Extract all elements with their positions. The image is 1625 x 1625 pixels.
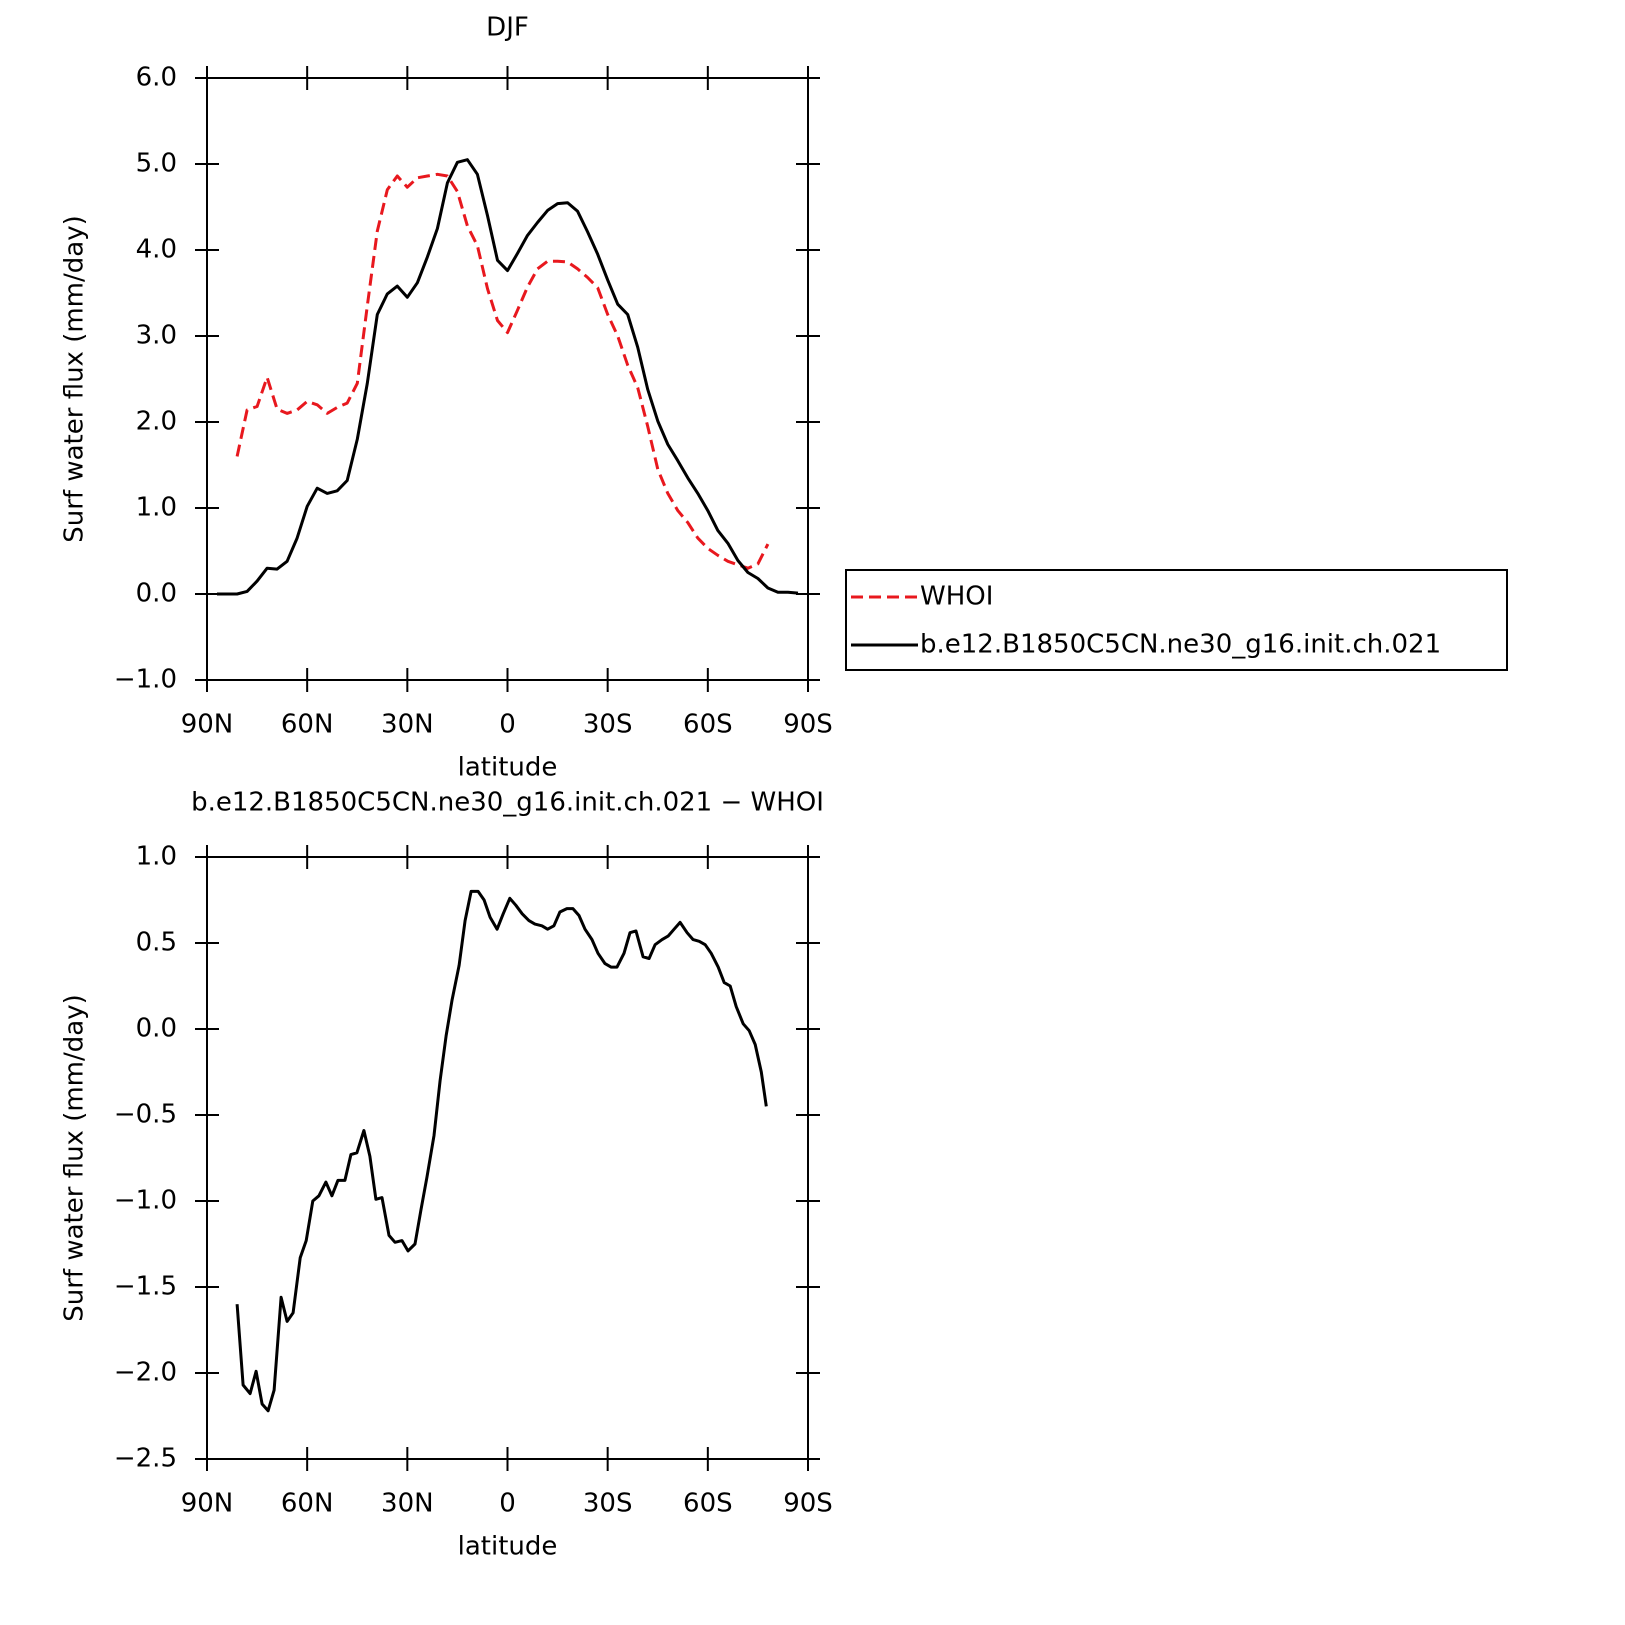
x-tick-label: 30S: [583, 710, 633, 740]
legend-box: [845, 569, 1508, 671]
y-tick-label: −2.0: [114, 1358, 177, 1388]
x-tick-label: 30N: [381, 710, 434, 740]
y-axis-label: Surf water flux (mm/day): [60, 994, 90, 1321]
y-tick-label: 6.0: [136, 63, 177, 93]
x-tick-label: 90N: [181, 710, 234, 740]
y-tick-label: 1.0: [136, 842, 177, 872]
y-tick-label: 1.0: [136, 493, 177, 523]
chart-title: DJF: [486, 13, 529, 43]
y-tick-label: 2.0: [136, 407, 177, 437]
x-tick-label: 90N: [181, 1489, 234, 1519]
y-tick-label: −0.5: [114, 1100, 177, 1130]
y-tick-label: 0.0: [136, 579, 177, 609]
x-tick-label: 90S: [783, 1489, 833, 1519]
x-tick-label: 0: [499, 710, 516, 740]
y-tick-label: −1.0: [114, 1186, 177, 1216]
data-line: [217, 158, 799, 596]
x-axis-label: latitude: [458, 1532, 558, 1562]
x-tick-label: 0: [499, 1489, 516, 1519]
legend-label: b.e12.B1850C5CN.ne30_g16.init.ch.021: [920, 630, 1441, 660]
y-tick-label: 3.0: [136, 321, 177, 351]
y-tick-label: −2.5: [114, 1444, 177, 1474]
x-tick-label: 60N: [281, 1489, 334, 1519]
y-tick-label: 0.5: [136, 928, 177, 958]
x-axis-label: latitude: [458, 753, 558, 783]
x-tick-label: 60N: [281, 710, 334, 740]
y-tick-label: −1.0: [114, 665, 177, 695]
x-tick-label: 90S: [783, 710, 833, 740]
x-tick-label: 30S: [583, 1489, 633, 1519]
plot-frame: [206, 77, 809, 681]
legend-label: WHOI: [920, 582, 993, 612]
y-tick-label: 4.0: [136, 235, 177, 265]
chart-title: b.e12.B1850C5CN.ne30_g16.init.ch.021 − W…: [191, 788, 824, 818]
plot-frame: [206, 856, 809, 1460]
y-axis-label: Surf water flux (mm/day): [60, 215, 90, 542]
y-tick-label: 5.0: [136, 149, 177, 179]
data-line: [235, 172, 770, 570]
x-tick-label: 60S: [683, 1489, 733, 1519]
x-tick-label: 60S: [683, 710, 733, 740]
y-tick-label: −1.5: [114, 1272, 177, 1302]
data-line: [235, 889, 768, 1413]
y-tick-label: 0.0: [136, 1014, 177, 1044]
x-tick-label: 30N: [381, 1489, 434, 1519]
